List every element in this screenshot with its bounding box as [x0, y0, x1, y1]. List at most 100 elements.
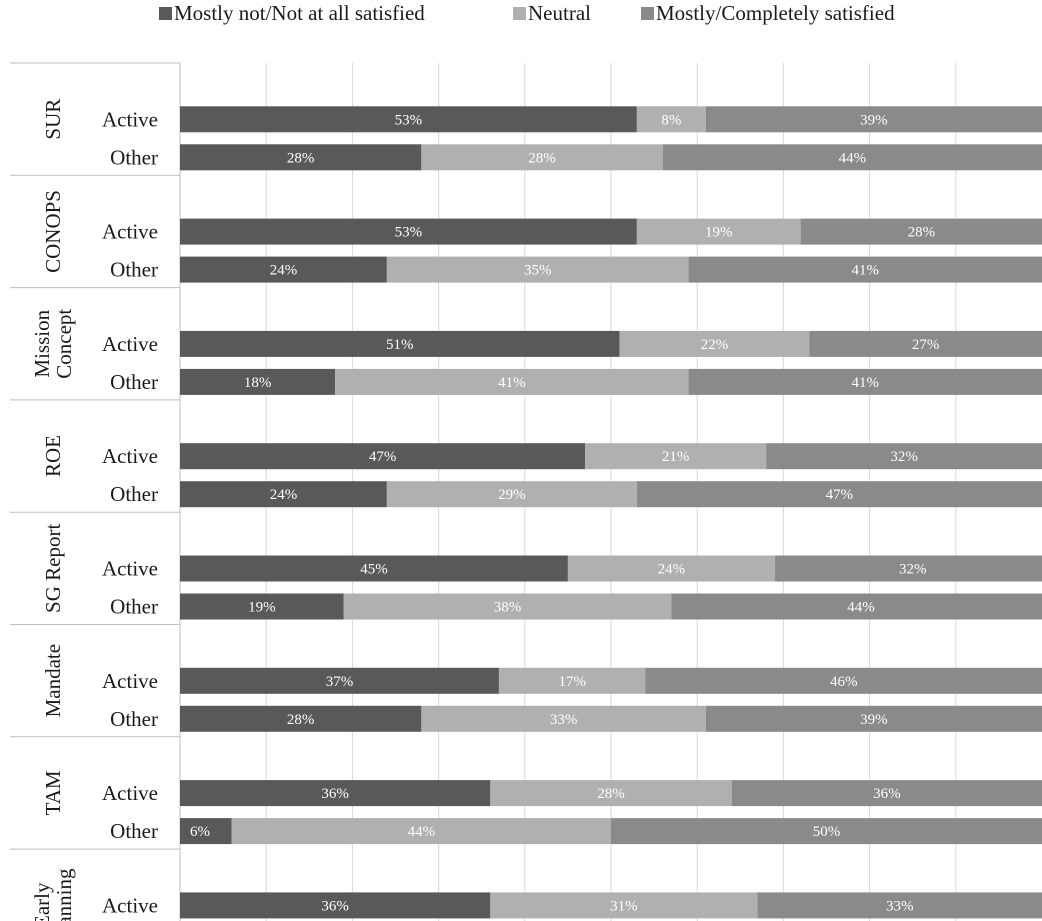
bar-segment: [671, 593, 1042, 620]
bar-segment: [180, 481, 387, 508]
group-label-line: Concept: [52, 309, 76, 379]
data-label: 28%: [287, 150, 315, 166]
bar-segment: [800, 218, 1042, 245]
legend-swatch: [641, 7, 654, 20]
data-label: 24%: [270, 487, 298, 503]
data-label: 45%: [360, 562, 388, 578]
data-label: 19%: [248, 600, 276, 616]
group-label: Earlyplanning: [30, 868, 76, 921]
data-label: 50%: [813, 824, 841, 840]
bar-segment: [180, 368, 336, 395]
bar-segment: [180, 705, 422, 732]
group-label-line: Early: [30, 882, 54, 921]
bar-segment: [180, 667, 499, 694]
group-label-line: Mandate: [41, 644, 65, 717]
group-label: MissionConcept: [30, 309, 76, 379]
data-label: 37%: [326, 674, 354, 690]
row-label: Other: [110, 258, 158, 282]
data-label: 21%: [662, 449, 690, 465]
bar-segment: [757, 892, 1042, 919]
data-label: 22%: [701, 337, 729, 353]
group-label-line: Mission: [30, 309, 54, 377]
bar-segment: [180, 818, 232, 845]
group-label: ROE: [41, 435, 65, 477]
data-label: 44%: [839, 150, 867, 166]
bar-segment: [567, 555, 775, 582]
group-label-line: TAM: [41, 770, 65, 815]
bar-segment: [180, 780, 491, 807]
bar-segment: [611, 818, 1042, 845]
bar-segment: [490, 780, 732, 807]
data-label: 32%: [890, 449, 918, 465]
bar-segment: [636, 106, 706, 133]
bar-segment: [180, 106, 637, 133]
data-label: 8%: [661, 112, 681, 128]
row-label: Other: [110, 819, 158, 843]
data-label: 51%: [386, 337, 414, 353]
bar-segment: [343, 593, 672, 620]
legend-label: Mostly not/Not at all satisfied: [174, 1, 425, 25]
group-label: SUR: [41, 99, 65, 140]
bar-segment: [180, 256, 387, 283]
data-label: 41%: [498, 375, 526, 391]
group-label-line: CONOPS: [41, 190, 65, 273]
row-label: Other: [110, 707, 158, 731]
legend-label: Neutral: [528, 1, 591, 25]
data-label: 28%: [908, 225, 936, 241]
bar-segment: [335, 368, 689, 395]
data-label: 47%: [826, 487, 854, 503]
data-label: 53%: [395, 225, 423, 241]
bar-segment: [731, 780, 1042, 807]
data-label: 46%: [830, 674, 858, 690]
data-label: 44%: [847, 600, 875, 616]
data-label: 18%: [244, 375, 272, 391]
legend-swatch: [159, 7, 172, 20]
bar-segment: [766, 443, 1042, 470]
bar-segment: [636, 218, 801, 245]
bar-segment: [180, 892, 491, 919]
data-label: 53%: [395, 112, 423, 128]
row-label: Active: [102, 781, 158, 805]
data-label: 29%: [498, 487, 526, 503]
row-label: Other: [110, 370, 158, 394]
bar-segment: [636, 481, 1042, 508]
legend-swatch: [513, 7, 526, 20]
data-label: 36%: [321, 898, 349, 914]
bar-segment: [180, 555, 568, 582]
bar-segment: [705, 106, 1042, 133]
data-label: 36%: [873, 786, 901, 802]
data-label: 41%: [852, 263, 880, 279]
bar-segment: [490, 892, 758, 919]
row-label: Active: [102, 220, 158, 244]
row-label: Active: [102, 107, 158, 131]
group-label: CONOPS: [41, 190, 65, 273]
bar-segment: [180, 593, 344, 620]
data-label: 33%: [886, 898, 914, 914]
group-label-line: SUR: [41, 99, 65, 140]
data-label: 31%: [610, 898, 638, 914]
bar-segment: [688, 368, 1042, 395]
data-label: 39%: [860, 712, 888, 728]
bar-segment: [645, 667, 1042, 694]
row-label: Active: [102, 444, 158, 468]
bar-segment: [180, 218, 637, 245]
data-label: 39%: [860, 112, 888, 128]
row-label: Other: [110, 595, 158, 619]
group-label: TAM: [41, 770, 65, 815]
bar-segment: [180, 443, 586, 470]
data-label: 28%: [287, 712, 315, 728]
group-label-line: ROE: [41, 435, 65, 477]
group-label-line: planning: [52, 868, 76, 921]
bar-segment: [421, 144, 663, 171]
data-label: 17%: [558, 674, 586, 690]
data-label: 35%: [524, 263, 552, 279]
data-label: 28%: [597, 786, 625, 802]
data-label: 36%: [321, 786, 349, 802]
bar-segment: [662, 144, 1042, 171]
bar-segment: [180, 144, 422, 171]
bar-segment: [585, 443, 767, 470]
bar-segment: [809, 330, 1042, 357]
data-label: 6%: [190, 824, 210, 840]
row-label: Active: [102, 557, 158, 581]
